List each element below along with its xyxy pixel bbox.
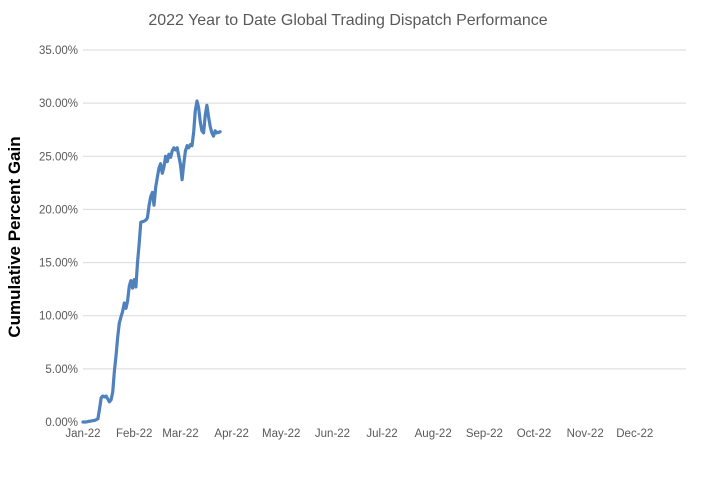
- y-tick-label: 35.00%: [39, 45, 78, 57]
- x-tick-label: Nov-22: [567, 428, 604, 440]
- chart-title: 2022 Year to Date Global Trading Dispatc…: [148, 12, 548, 29]
- x-tick-label: Apr-22: [214, 428, 249, 440]
- y-tick-label: 30.00%: [39, 98, 78, 110]
- x-tick-label: Jan-22: [65, 428, 100, 440]
- performance-line: [81, 99, 222, 424]
- x-tick-label: Jun-22: [315, 428, 350, 440]
- x-tick-label: Jul-22: [366, 428, 397, 440]
- x-tick-label: Aug-22: [415, 428, 452, 440]
- y-tick-label: 25.00%: [39, 151, 78, 163]
- x-tick-label: Mar-22: [162, 428, 198, 440]
- x-tick-label: Sep-22: [466, 428, 503, 440]
- x-tick-label: Oct-22: [517, 428, 552, 440]
- x-tick-label: May-22: [262, 428, 300, 440]
- y-tick-label: 20.00%: [39, 204, 78, 216]
- x-tick-label: Dec-22: [616, 428, 653, 440]
- y-tick-label: 5.00%: [45, 364, 78, 376]
- y-tick-label: 10.00%: [39, 311, 78, 323]
- y-tick-label: 0.00%: [45, 417, 78, 429]
- y-tick-label: 15.00%: [39, 258, 78, 270]
- x-tick-label: Feb-22: [116, 428, 152, 440]
